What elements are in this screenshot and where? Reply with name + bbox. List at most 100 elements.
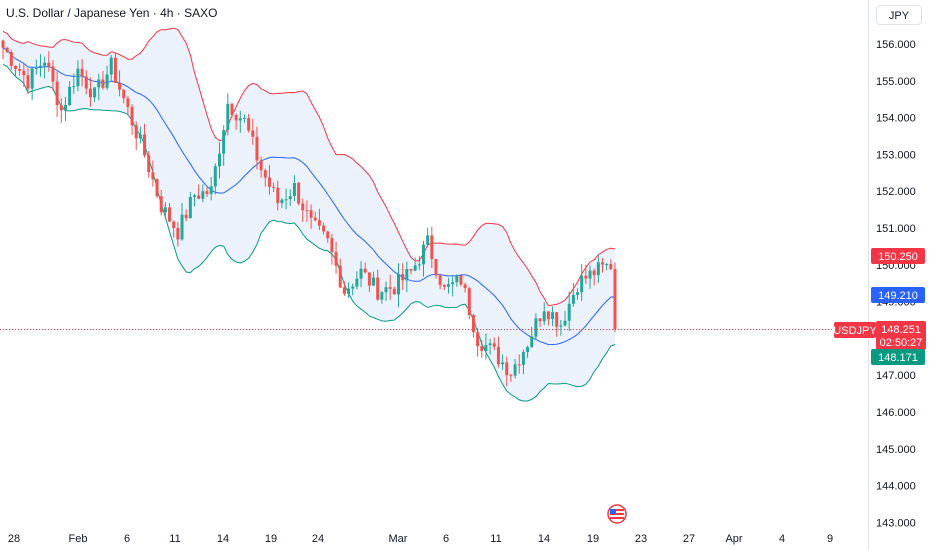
candle-body (234, 115, 238, 121)
candle (317, 208, 321, 231)
candle (97, 73, 101, 101)
candle-body (605, 264, 609, 266)
candle (392, 286, 396, 295)
x-tick-label: 11 (490, 533, 501, 545)
candle (517, 354, 521, 374)
candle-body (351, 286, 355, 289)
candle (613, 262, 617, 333)
candle (438, 273, 442, 290)
y-tick-label: 151.000 (876, 223, 916, 235)
candle (421, 240, 425, 277)
candle-body (484, 345, 488, 351)
candle-body (534, 318, 538, 337)
candle (417, 256, 421, 271)
currency-button[interactable]: JPY (876, 5, 922, 25)
candle (38, 54, 42, 77)
candle (176, 222, 180, 247)
candle (538, 318, 542, 327)
candle-body (297, 183, 301, 204)
upper-band-line (2, 27, 616, 307)
candle-body (80, 68, 84, 77)
upper-band-tag: 150.250 (871, 248, 925, 264)
candle (305, 200, 309, 223)
candle (309, 204, 313, 229)
svg-text:148.171: 148.171 (878, 352, 918, 364)
candle (118, 70, 122, 97)
time-axis[interactable]: 28 Feb 6 11 14 19 24 Mar 6 11 14 19 23 27 Apr 4 9 (8, 533, 833, 545)
candle (388, 274, 392, 301)
candle-body (509, 375, 513, 377)
candle-body (613, 269, 617, 330)
candle (363, 262, 367, 274)
candle-body (459, 275, 463, 285)
candle (563, 310, 567, 327)
candle-body (242, 117, 246, 119)
candle (596, 255, 600, 283)
candle (430, 226, 434, 269)
candle-body (55, 81, 59, 106)
candle-body (109, 57, 113, 75)
candle (551, 306, 555, 327)
candle (555, 311, 559, 337)
candle-body (18, 68, 22, 71)
candle (559, 319, 563, 336)
candle-body (151, 172, 155, 180)
candle-body (5, 47, 9, 53)
candle-body (193, 195, 197, 198)
candle (434, 258, 438, 279)
candle-body (93, 87, 97, 98)
candle (484, 333, 488, 360)
candle-body (197, 195, 201, 199)
candle (496, 336, 500, 368)
x-tick-label: Mar (389, 533, 408, 545)
candle-body (563, 320, 567, 326)
candle (151, 160, 155, 187)
x-tick-label: 9 (827, 533, 833, 545)
candle (467, 286, 471, 320)
y-tick-label: 152.000 (876, 186, 916, 198)
candle-body (397, 274, 401, 295)
candle-body (226, 103, 230, 131)
candle (334, 241, 338, 274)
candle (101, 71, 105, 90)
y-tick-label: 155.000 (876, 76, 916, 88)
svg-text:149.210: 149.210 (878, 290, 918, 302)
candle (1, 39, 5, 60)
candle (380, 291, 384, 304)
candle (384, 281, 388, 301)
candle (159, 189, 163, 216)
band-fill (3, 28, 615, 401)
candle (80, 58, 84, 87)
candle-body (392, 288, 396, 295)
candle-body (205, 191, 209, 194)
candle-body (322, 225, 326, 232)
candle (542, 302, 546, 326)
candle (68, 81, 72, 106)
candle (34, 59, 38, 75)
economic-event-icon[interactable] (607, 504, 627, 524)
candle-body (584, 275, 588, 279)
candle-body (488, 343, 492, 346)
candle-body (118, 82, 122, 90)
candle-body (538, 318, 542, 322)
candle-body (217, 153, 221, 167)
candle-body (467, 288, 471, 316)
candle-body (526, 347, 530, 353)
candle (584, 264, 588, 284)
candle (326, 230, 330, 243)
candle (397, 263, 401, 308)
candle (255, 126, 259, 170)
candle (130, 104, 134, 135)
svg-text:148.251: 148.251 (881, 324, 921, 336)
candle-body (184, 214, 188, 219)
candle-body (372, 277, 376, 286)
candle (451, 275, 455, 297)
candle-body (501, 362, 505, 365)
candle-body (317, 220, 321, 226)
candle (18, 63, 22, 76)
candle (155, 178, 159, 199)
candle (280, 198, 284, 209)
candle-body (143, 134, 147, 156)
candle-body (542, 311, 546, 322)
